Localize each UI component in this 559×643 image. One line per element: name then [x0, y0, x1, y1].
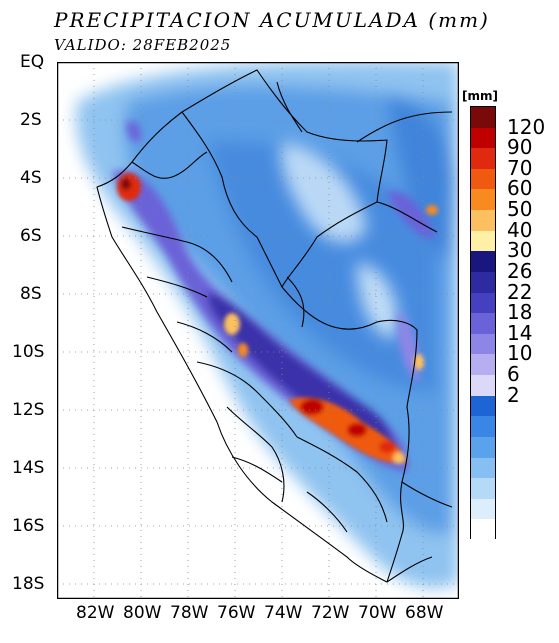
- colorbar-cell: [471, 292, 495, 314]
- lon-label-78w: 78W: [170, 603, 209, 623]
- lat-label-10s: 10S: [12, 342, 45, 362]
- colorbar-cell: [471, 210, 495, 232]
- colorbar-cell: [471, 498, 495, 520]
- lat-label-eq: EQ: [20, 52, 45, 72]
- colorbar-label: 30: [507, 238, 533, 263]
- lat-label-4s: 4S: [20, 168, 42, 188]
- lon-label-68w: 68W: [405, 603, 444, 623]
- colorbar-label: 6: [507, 362, 520, 387]
- colorbar-label: 120: [507, 114, 546, 139]
- colorbar-cell: [471, 333, 495, 355]
- colorbar-label: 60: [507, 176, 533, 201]
- colorbar-cell: [471, 478, 495, 500]
- borders: [96, 69, 453, 583]
- colorbar-label: 14: [507, 320, 533, 345]
- lat-label-2s: 2S: [20, 110, 42, 130]
- precipitation-map: [57, 62, 459, 599]
- lon-label-74w: 74W: [264, 603, 303, 623]
- colorbar-cell: [471, 230, 495, 252]
- colorbar-unit: [mm]: [462, 89, 498, 103]
- colorbar: [470, 106, 496, 541]
- lat-label-18s: 18S: [12, 574, 45, 594]
- colorbar-cell: [471, 436, 495, 458]
- colorbar-cell: [471, 107, 495, 129]
- lon-label-72w: 72W: [311, 603, 350, 623]
- colorbar-label: 50: [507, 197, 533, 222]
- colorbar-label: 90: [507, 135, 533, 160]
- colorbar-label: 26: [507, 258, 533, 283]
- colorbar-cell: [471, 168, 495, 190]
- colorbar-label: 40: [507, 217, 533, 242]
- colorbar-label: 2: [507, 382, 520, 407]
- lat-label-6s: 6S: [20, 226, 42, 246]
- lat-label-16s: 16S: [12, 516, 45, 536]
- colorbar-cell: [471, 519, 495, 541]
- lon-label-82w: 82W: [76, 603, 115, 623]
- colorbar-cell: [471, 189, 495, 211]
- lon-label-70w: 70W: [358, 603, 397, 623]
- colorbar-label: 18: [507, 300, 533, 325]
- colorbar-label: 10: [507, 341, 533, 366]
- lat-label-8s: 8S: [20, 284, 42, 304]
- lat-label-12s: 12S: [12, 400, 45, 420]
- colorbar-cell: [471, 395, 495, 417]
- colorbar-cell: [471, 354, 495, 376]
- colorbar-cell: [471, 127, 495, 149]
- colorbar-cell: [471, 457, 495, 479]
- lon-label-80w: 80W: [123, 603, 162, 623]
- colorbar-cell: [471, 313, 495, 335]
- lat-label-14s: 14S: [12, 458, 45, 478]
- rain-maxima: [117, 173, 438, 464]
- colorbar-label: 70: [507, 155, 533, 180]
- lon-label-76w: 76W: [217, 603, 256, 623]
- colorbar-label: 22: [507, 279, 533, 304]
- map-title: PRECIPITACION ACUMULADA (mm): [54, 8, 490, 32]
- map-subtitle: VALIDO: 28FEB2025: [54, 36, 232, 54]
- colorbar-cell: [471, 148, 495, 170]
- colorbar-cell: [471, 251, 495, 273]
- colorbar-cell: [471, 271, 495, 294]
- grid: [57, 62, 459, 599]
- colorbar-cell: [471, 416, 495, 438]
- colorbar-cell: [471, 375, 495, 397]
